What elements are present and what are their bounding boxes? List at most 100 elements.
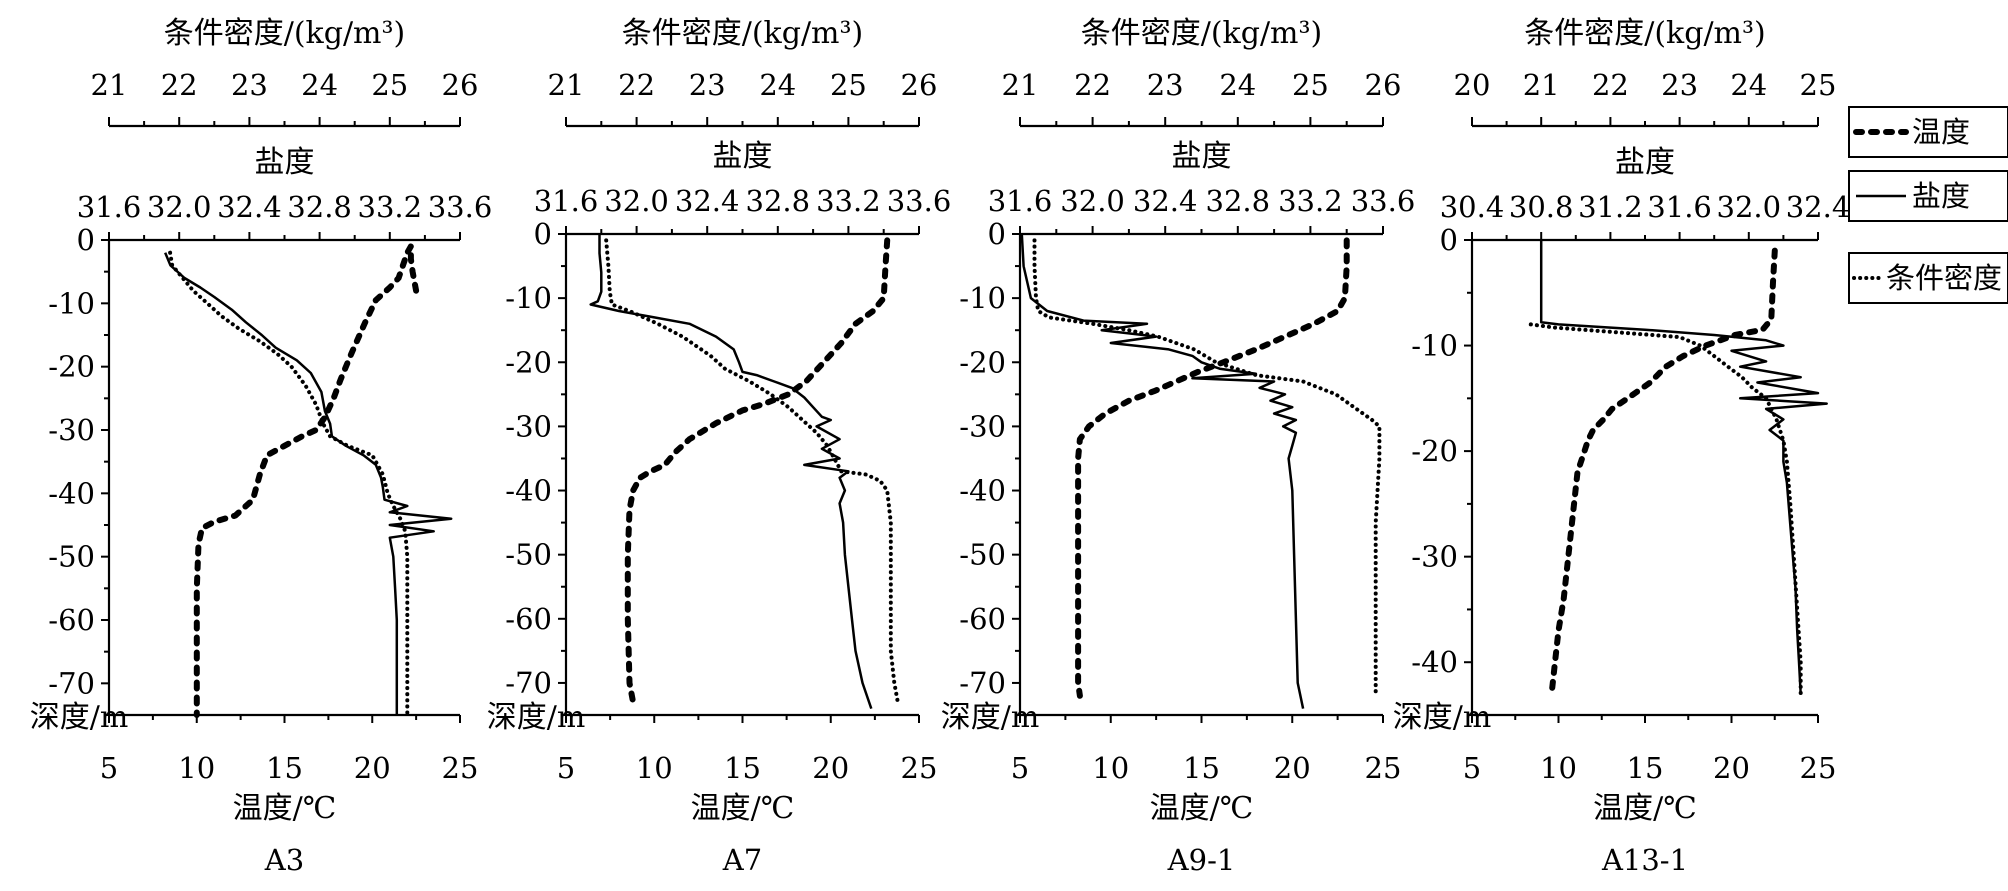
- depth-tick-label: -40: [505, 474, 552, 508]
- salinity-axis-label: 盐度: [1172, 139, 1232, 174]
- depth-tick-label: 0: [988, 217, 1006, 251]
- salinity-tick-label: 31.2: [1578, 190, 1643, 224]
- salinity-tick-label: 33.2: [1278, 184, 1343, 218]
- depth-tick-label: -50: [505, 538, 552, 572]
- series-temperature: [624, 237, 891, 706]
- station-label: A9-1: [1167, 843, 1236, 877]
- salinity-axis-label: 盐度: [255, 145, 315, 180]
- temperature-axis-label: 温度/℃: [691, 791, 795, 826]
- salinity-tick-label: 32.8: [287, 190, 352, 224]
- temperature-tick-label: 20: [354, 751, 391, 785]
- density-tick-label: 23: [689, 68, 726, 102]
- depth-tick-label: -40: [48, 476, 95, 510]
- temperature-tick-label: 10: [178, 751, 215, 785]
- salinity-tick-label: 33.2: [358, 190, 423, 224]
- salinity-tick-label: 33.2: [816, 184, 881, 218]
- legend: 温度 盐度 条件密度: [1848, 106, 2008, 304]
- salinity-tick-label: 32.0: [1060, 184, 1125, 218]
- depth-tick-label: 0: [1440, 223, 1458, 257]
- depth-tick-label: -10: [48, 286, 95, 320]
- density-tick-label: 22: [618, 68, 655, 102]
- temperature-tick-label: 15: [266, 751, 303, 785]
- temperature-tick-label: 15: [1183, 751, 1220, 785]
- depth-tick-label: -70: [959, 666, 1006, 700]
- temperature-tick-label: 15: [1627, 751, 1664, 785]
- depth-tick-label: -20: [505, 345, 552, 379]
- salinity-axis-label: 盐度: [1615, 145, 1675, 180]
- station-label: A13-1: [1601, 843, 1688, 877]
- density-tick-label: 23: [1661, 68, 1698, 102]
- density-tick-label: 24: [1219, 68, 1256, 102]
- depth-tick-label: -10: [1411, 329, 1458, 363]
- series-salinity: [1539, 240, 1828, 694]
- density-tick-label: 22: [1074, 68, 1111, 102]
- series-temperature: [1075, 237, 1350, 699]
- salinity-tick-label: 32.4: [675, 184, 740, 218]
- temperature-tick-label: 5: [100, 751, 118, 785]
- density-tick-label: 21: [1523, 68, 1560, 102]
- density-tick-label: 25: [830, 68, 867, 102]
- salinity-tick-label: 33.6: [428, 190, 493, 224]
- temperature-tick-label: 10: [1540, 751, 1577, 785]
- series-temperature: [193, 243, 420, 718]
- temperature-tick-label: 25: [1800, 751, 1837, 785]
- density-tick-label: 25: [371, 68, 408, 102]
- salinity-tick-label: 32.8: [746, 184, 811, 218]
- temperature-tick-label: 25: [1365, 751, 1402, 785]
- depth-tick-label: -60: [959, 602, 1006, 636]
- depth-tick-label: -30: [505, 409, 552, 443]
- salinity-tick-label: 33.6: [887, 184, 952, 218]
- legend-box-density: [1848, 252, 2008, 304]
- temperature-tick-label: 20: [812, 751, 849, 785]
- depth-tick-label: 0: [534, 217, 552, 251]
- salinity-tick-label: 31.6: [534, 184, 599, 218]
- depth-tick-label: -50: [48, 540, 95, 574]
- density-tick-label: 20: [1454, 68, 1491, 102]
- salinity-tick-label: 30.4: [1440, 190, 1505, 224]
- density-axis-label: 条件密度/(kg/m³): [622, 16, 863, 51]
- depth-tick-label: -70: [48, 666, 95, 700]
- depth-tick-label: -20: [48, 350, 95, 384]
- density-axis-label: 条件密度/(kg/m³): [1524, 16, 1765, 51]
- temperature-tick-label: 10: [636, 751, 673, 785]
- station-label: A3: [264, 843, 304, 877]
- temperature-tick-label: 20: [1274, 751, 1311, 785]
- temperature-tick-label: 15: [724, 751, 761, 785]
- density-tick-label: 24: [1730, 68, 1767, 102]
- salinity-tick-label: 32.8: [1206, 184, 1271, 218]
- legend-label-density: 条件密度: [1886, 261, 2002, 295]
- temperature-tick-label: 10: [1092, 751, 1129, 785]
- depth-axis-label: 深度/m: [941, 700, 1040, 735]
- depth-tick-label: -70: [505, 666, 552, 700]
- density-tick-label: 25: [1292, 68, 1329, 102]
- salinity-tick-label: 31.6: [77, 190, 142, 224]
- salinity-tick-label: 32.0: [147, 190, 212, 224]
- salinity-tick-label: 30.8: [1509, 190, 1574, 224]
- density-tick-label: 24: [301, 68, 338, 102]
- density-tick-label: 26: [901, 68, 938, 102]
- density-tick-label: 22: [161, 68, 198, 102]
- depth-tick-label: -60: [505, 602, 552, 636]
- density-axis-label: 条件密度/(kg/m³): [164, 16, 405, 51]
- density-tick-label: 21: [91, 68, 128, 102]
- salinity-tick-label: 31.6: [1647, 190, 1712, 224]
- series-density: [1032, 238, 1382, 698]
- depth-tick-label: 0: [77, 223, 95, 257]
- depth-axis-label: 深度/m: [30, 700, 129, 735]
- series-salinity: [164, 252, 453, 715]
- temperature-tick-label: 5: [1463, 751, 1481, 785]
- series-salinity: [589, 234, 873, 710]
- depth-tick-label: -40: [959, 474, 1006, 508]
- density-tick-label: 26: [1365, 68, 1402, 102]
- depth-tick-label: -30: [959, 409, 1006, 443]
- legend-label-temperature: 温度: [1912, 115, 1970, 149]
- density-tick-label: 25: [1800, 68, 1837, 102]
- salinity-tick-label: 32.4: [217, 190, 282, 224]
- salinity-tick-label: 31.6: [988, 184, 1053, 218]
- temperature-tick-label: 25: [442, 751, 479, 785]
